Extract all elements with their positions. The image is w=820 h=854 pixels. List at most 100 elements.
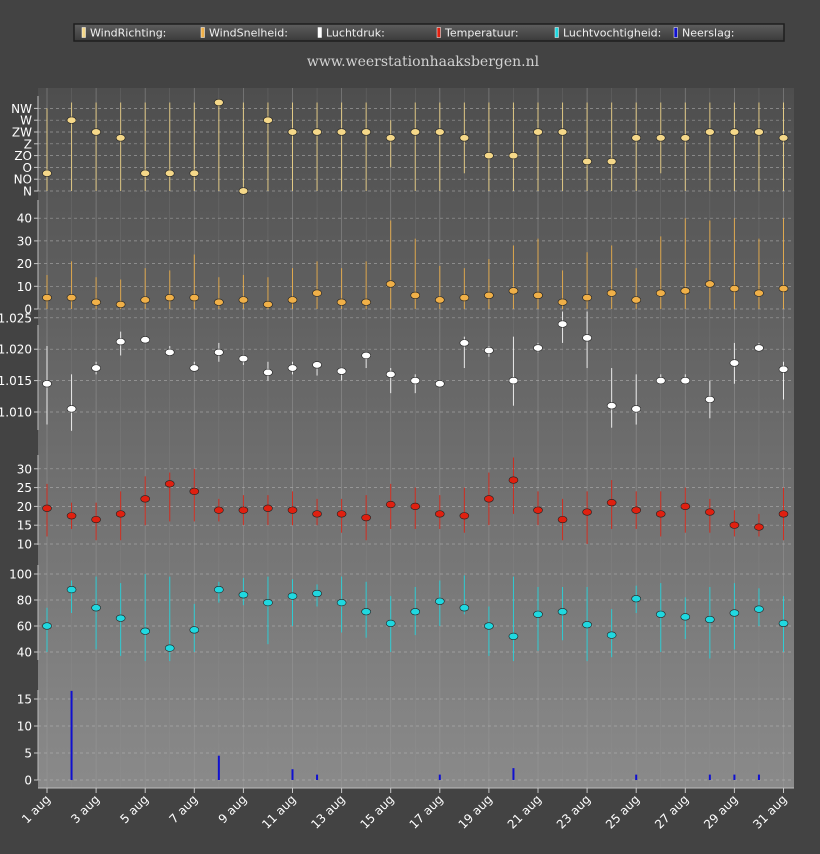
luchtdruk-point bbox=[66, 405, 77, 413]
windrichting-point bbox=[66, 116, 77, 124]
windsnelheid-point bbox=[434, 296, 445, 304]
luchtdruk-point bbox=[631, 405, 642, 413]
windrichting-tick-label: N bbox=[23, 185, 32, 199]
temperatuur-point bbox=[533, 506, 543, 514]
luchtvochtigheid-point bbox=[484, 622, 494, 630]
windsnelheid-point bbox=[508, 287, 519, 295]
luchtvochtigheid-point bbox=[606, 631, 617, 639]
luchtvochtigheid-tick-label: 80 bbox=[17, 594, 32, 608]
temperatuur-point bbox=[754, 523, 764, 531]
windrichting-point bbox=[582, 157, 592, 166]
windrichting-point bbox=[385, 134, 396, 142]
x-tick-label: 17 aug bbox=[407, 792, 446, 831]
windrichting-point bbox=[42, 169, 52, 177]
luchtdruk-point bbox=[189, 364, 200, 372]
windrichting-tick-label: W bbox=[20, 114, 32, 128]
windsnelheid-point bbox=[263, 300, 273, 309]
windrichting-point bbox=[655, 134, 666, 142]
temperatuur-point bbox=[778, 510, 789, 518]
windrichting-tick-label: Z bbox=[24, 137, 32, 151]
windsnelheid-tick-label: 20 bbox=[17, 257, 32, 271]
luchtvochtigheid-point bbox=[287, 592, 298, 600]
temperatuur-point bbox=[42, 504, 52, 512]
windrichting-point bbox=[189, 169, 200, 177]
windsnelheid-point bbox=[729, 284, 740, 293]
windsnelheid-point bbox=[778, 284, 789, 293]
windrichting-point bbox=[410, 128, 421, 136]
luchtvochtigheid-point bbox=[91, 604, 101, 612]
windsnelheid-point bbox=[410, 291, 421, 299]
windrichting-point bbox=[705, 128, 715, 136]
windsnelheid-point bbox=[336, 298, 347, 306]
legend-label: Luchtvochtigheid: bbox=[563, 27, 661, 40]
windsnelheid-point bbox=[115, 300, 126, 309]
x-tick-label: 21 aug bbox=[505, 792, 544, 831]
legend-label: WindRichting: bbox=[90, 27, 166, 40]
windrichting-point bbox=[484, 152, 494, 160]
x-tick-label: 1 aug bbox=[19, 792, 53, 826]
neerslag-tick-label: 10 bbox=[17, 720, 32, 734]
windrichting-tick-label: NW bbox=[11, 102, 32, 116]
luchtvochtigheid-tick-label: 40 bbox=[17, 646, 32, 660]
legend-swatch bbox=[81, 27, 86, 38]
legend-label: Neerslag: bbox=[682, 27, 735, 40]
neerslag-tick-label: 15 bbox=[17, 693, 32, 707]
windrichting-point bbox=[312, 128, 322, 136]
luchtvochtigheid-point bbox=[164, 644, 175, 652]
windsnelheid-point bbox=[557, 298, 568, 306]
legend-label: Temperatuur: bbox=[444, 27, 519, 40]
windrichting-point bbox=[140, 169, 150, 177]
luchtvochtigheid-point bbox=[410, 608, 421, 616]
windsnelheid-point bbox=[91, 298, 101, 306]
windsnelheid-point bbox=[582, 294, 592, 302]
windrichting-point bbox=[91, 128, 101, 136]
x-tick-label: 7 aug bbox=[166, 792, 200, 826]
temperatuur-point bbox=[410, 502, 421, 511]
windsnelheid-point bbox=[361, 298, 371, 306]
temperatuur-point bbox=[434, 510, 445, 518]
legend-label: WindSnelheid: bbox=[209, 27, 288, 40]
windsnelheid-point bbox=[42, 294, 52, 302]
luchtvochtigheid-point bbox=[434, 597, 445, 605]
luchtvochtigheid-point bbox=[42, 622, 52, 630]
luchtvochtigheid-point bbox=[705, 615, 715, 624]
windsnelheid-point bbox=[164, 294, 175, 302]
legend: WindRichting: WindSnelheid: Luchtdruk: Temp… bbox=[73, 23, 785, 42]
temperatuur-point bbox=[582, 508, 592, 516]
temperatuur-point bbox=[115, 510, 126, 518]
luchtvochtigheid-point bbox=[557, 608, 568, 616]
luchtdruk-point bbox=[508, 377, 519, 385]
temperatuur-point bbox=[263, 504, 273, 512]
temperatuur-point bbox=[287, 506, 298, 514]
x-tick-label: 5 aug bbox=[117, 792, 151, 826]
windsnelheid-point bbox=[140, 296, 150, 304]
luchtdruk-point bbox=[164, 348, 175, 356]
luchtvochtigheid-tick-label: 100 bbox=[9, 568, 32, 582]
windrichting-point bbox=[336, 128, 347, 136]
luchtvochtigheid-point bbox=[680, 613, 691, 621]
temperatuur-point bbox=[680, 502, 691, 511]
windrichting-point bbox=[754, 128, 764, 136]
windrichting-point bbox=[508, 152, 519, 160]
luchtvochtigheid-point bbox=[582, 621, 592, 629]
temperatuur-point bbox=[336, 510, 347, 518]
luchtdruk-point bbox=[606, 402, 617, 410]
luchtdruk-point bbox=[655, 377, 666, 385]
windrichting-point bbox=[434, 128, 445, 136]
windrichting-point bbox=[115, 134, 126, 142]
luchtvochtigheid-point bbox=[533, 610, 543, 618]
windsnelheid-point bbox=[459, 294, 470, 302]
temperatuur-tick-label: 20 bbox=[17, 500, 32, 514]
luchtvochtigheid-point bbox=[140, 627, 150, 635]
windrichting-point bbox=[214, 98, 224, 107]
luchtdruk-point bbox=[582, 334, 592, 342]
x-tick-label: 13 aug bbox=[308, 792, 347, 831]
windsnelheid-point bbox=[655, 289, 666, 297]
windsnelheid-point bbox=[238, 296, 249, 304]
chart-subtitle: www.weerstationhaaksbergen.nl bbox=[307, 54, 540, 70]
luchtdruk-point bbox=[705, 395, 715, 404]
temperatuur-point bbox=[705, 508, 715, 516]
luchtdruk-point bbox=[680, 377, 691, 385]
legend-swatch bbox=[554, 27, 559, 38]
